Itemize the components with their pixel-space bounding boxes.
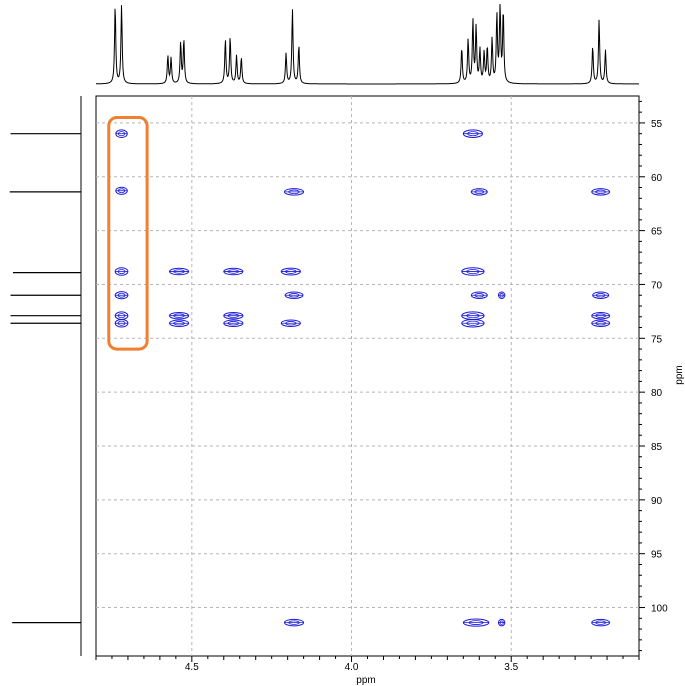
cross-peak	[591, 188, 611, 196]
x-tick-label: 4.0	[345, 662, 359, 673]
highlight-rect	[107, 116, 149, 351]
cross-peak	[114, 318, 129, 328]
cross-peak	[168, 267, 190, 276]
cross-peak	[284, 291, 304, 299]
cross-peak	[114, 291, 129, 300]
y-tick-label: 55	[651, 119, 663, 130]
x-tick-label: 3.5	[504, 662, 518, 673]
highlight-box	[107, 116, 149, 351]
y-tick-label: 60	[651, 173, 663, 184]
cross-peak	[114, 311, 129, 320]
cross-peak	[462, 618, 490, 627]
cross-peak	[591, 319, 611, 327]
top-projection-spectrum	[96, 3, 639, 85]
cross-peak	[115, 129, 128, 138]
plot-frame	[95, 95, 640, 657]
y-tick-label: 90	[651, 496, 663, 507]
cross-peak	[168, 311, 190, 320]
cross-peak	[280, 267, 301, 276]
cross-peak	[114, 267, 129, 276]
x-tick-label: 4.5	[185, 662, 199, 673]
cross-peak	[462, 129, 483, 138]
y-tick-label: 65	[651, 227, 663, 238]
y-tick-label: 80	[651, 388, 663, 399]
cross-peak	[168, 319, 190, 327]
cross-peak	[283, 188, 305, 196]
grid-lines	[96, 96, 639, 656]
cross-peak	[223, 319, 244, 327]
y-axis-title: ppm	[674, 365, 685, 384]
cross-peak	[461, 311, 485, 320]
top-spectrum-trace	[96, 3, 639, 85]
cross-peak	[461, 318, 485, 328]
cross-peak	[223, 267, 244, 276]
y-tick-label: 70	[651, 280, 663, 291]
cross-peak	[223, 311, 244, 320]
cross-peak	[591, 618, 611, 627]
cross-peaks	[114, 129, 611, 627]
y-tick-label: 100	[651, 604, 668, 615]
cross-peak	[283, 618, 305, 627]
cross-peak	[592, 291, 610, 299]
x-axis-title: ppm	[356, 675, 375, 686]
left-projection-spectrum	[9, 96, 82, 656]
y-tick-label: 75	[651, 334, 663, 345]
x-axis: 4.5 4.0 3.5	[95, 656, 640, 673]
y-tick-label: 85	[651, 442, 663, 453]
cross-peak	[280, 319, 301, 327]
cross-peak	[497, 291, 506, 299]
y-axis: 55 60 65 70 75 80 85 90 95 100	[639, 100, 668, 652]
cross-peak	[470, 291, 488, 299]
cross-peak	[591, 311, 611, 320]
cross-peak	[115, 186, 128, 195]
cross-peak	[461, 267, 485, 276]
y-tick-label: 95	[651, 550, 663, 561]
cross-peak	[497, 618, 506, 627]
cross-peak	[470, 188, 488, 196]
